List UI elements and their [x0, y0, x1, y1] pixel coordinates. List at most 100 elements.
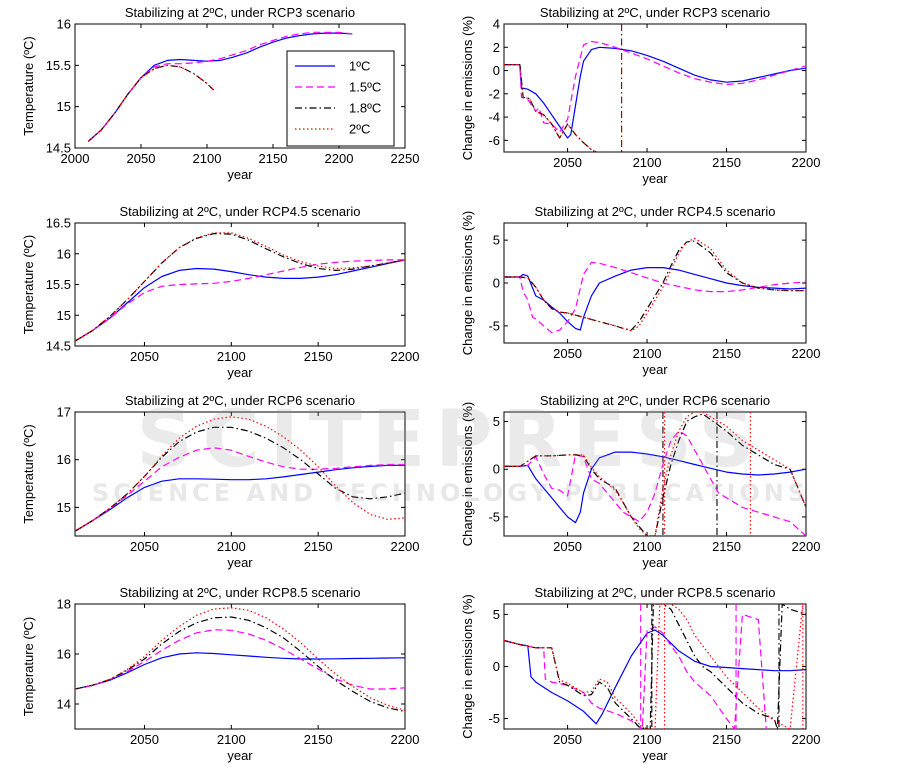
- x-tick-label: 2200: [792, 155, 821, 170]
- y-tick-label: 5: [493, 607, 500, 622]
- y-tick-label: -4: [488, 110, 500, 125]
- series-line-1c: [75, 464, 405, 532]
- series-line-1.5c: [504, 261, 806, 334]
- y-tick-label: 14: [57, 697, 71, 712]
- y-tick-label: 15: [57, 500, 71, 515]
- x-tick-label: 2100: [633, 155, 662, 170]
- y-tick-label: 0: [493, 63, 500, 78]
- y-axis-label: Change in emissions (%): [460, 16, 475, 161]
- x-tick-label: 2050: [553, 539, 582, 554]
- x-tick-label: 2200: [391, 539, 420, 554]
- x-tick-label: 2100: [633, 732, 662, 747]
- chart-title: Stabilizing at 2ºC, under RCP6 scenario: [540, 393, 770, 408]
- x-axis-label: year: [642, 748, 668, 763]
- y-axis-label: Change in emissions (%): [460, 594, 475, 739]
- series-group: [504, 24, 806, 152]
- series-line-1.5c: [504, 613, 767, 729]
- legend-entry-label: 1ºC: [349, 59, 370, 74]
- y-tick-label: -5: [488, 711, 500, 726]
- legend-entry-label: 1.5ºC: [349, 80, 381, 95]
- series-line-1.5c: [75, 259, 405, 342]
- series-line-1c: [75, 652, 405, 690]
- series-line-2c: [504, 237, 806, 332]
- x-axis-label: year: [642, 171, 668, 186]
- y-axis-label: Temperature (ºC): [21, 617, 36, 716]
- y-axis-label: Temperature (ºC): [21, 235, 36, 334]
- chart-title: Stabilizing at 2ºC, under RCP3 scenario: [125, 5, 355, 20]
- y-tick-label: 5: [493, 414, 500, 429]
- plot-area: [503, 23, 807, 153]
- x-tick-label: 2100: [633, 346, 662, 361]
- x-tick-label: 2200: [391, 732, 420, 747]
- y-tick-label: 15.5: [46, 277, 71, 292]
- x-tick-label: 2150: [712, 539, 741, 554]
- plot-area: [503, 411, 807, 537]
- x-axis-label: year: [642, 362, 668, 377]
- x-axis-label: year: [642, 555, 668, 570]
- x-tick-label: 2150: [304, 349, 333, 364]
- x-tick-label: 2050: [130, 732, 159, 747]
- series-line-1c: [75, 259, 405, 342]
- x-tick-label: 2150: [712, 732, 741, 747]
- y-tick-label: 15: [57, 99, 71, 114]
- y-tick-label: 2: [493, 40, 500, 55]
- x-tick-label: 2200: [792, 732, 821, 747]
- y-tick-label: -6: [488, 133, 500, 148]
- series-line-1.8c: [504, 604, 806, 729]
- series-line-1.8c: [75, 616, 405, 713]
- series-group: [87, 31, 353, 142]
- y-tick-label: 16.5: [46, 216, 71, 231]
- series-line-1c: [504, 267, 806, 331]
- legend-entry-label: 1.8ºC: [349, 101, 381, 116]
- x-axis-label: year: [227, 167, 253, 182]
- y-tick-label: 18: [57, 597, 71, 612]
- chart-title: Stabilizing at 2ºC, under RCP8.5 scenari…: [119, 585, 360, 600]
- plot-area: [503, 603, 807, 730]
- series-line-2c: [75, 416, 405, 532]
- y-tick-label: 16: [57, 452, 71, 467]
- y-tick-label: 15.5: [46, 58, 71, 73]
- x-tick-label: 2100: [217, 732, 246, 747]
- y-tick-label: 14.5: [46, 339, 71, 354]
- x-tick-label: 2000: [61, 151, 90, 166]
- series-line-2c: [504, 604, 806, 729]
- plot-area: [74, 603, 406, 730]
- y-tick-label: 5: [493, 233, 500, 248]
- x-axis-label: year: [227, 365, 253, 380]
- x-tick-label: 2150: [304, 732, 333, 747]
- x-tick-label: 2100: [193, 151, 222, 166]
- x-tick-label: 2250: [391, 151, 420, 166]
- y-tick-label: 16: [57, 647, 71, 662]
- x-tick-label: 2050: [127, 151, 156, 166]
- y-tick-label: -5: [488, 318, 500, 333]
- chart-title: Stabilizing at 2ºC, under RCP8.5 scenari…: [534, 585, 775, 600]
- x-tick-label: 2050: [553, 346, 582, 361]
- x-tick-label: 2100: [217, 539, 246, 554]
- series-line-1.8c: [87, 64, 215, 142]
- x-tick-label: 2150: [712, 346, 741, 361]
- y-tick-label: 17: [57, 405, 71, 420]
- x-tick-label: 2050: [553, 732, 582, 747]
- x-tick-label: 2050: [553, 155, 582, 170]
- x-tick-label: 2200: [792, 346, 821, 361]
- chart-temp-rcp85: 2050 2100 2150 2200 14 16 18 Stabilizing at 2ºC…: [21, 585, 419, 763]
- y-tick-label: 4: [493, 17, 500, 32]
- x-tick-label: 2100: [633, 539, 662, 554]
- series-line-1.8c: [504, 240, 806, 331]
- y-tick-label: 0: [493, 659, 500, 674]
- y-tick-label: 0: [493, 462, 500, 477]
- series-line-1.5c: [504, 40, 806, 133]
- y-tick-label: 16: [57, 246, 71, 261]
- y-axis-label: Temperature (ºC): [21, 424, 36, 523]
- series-line-1c: [504, 629, 806, 725]
- x-tick-label: 2150: [259, 151, 288, 166]
- series-line-1c: [504, 451, 806, 524]
- legend: 1ºC 1.5ºC 1.8ºC 2ºC: [286, 50, 395, 147]
- chart-emis-rcp6: 2050 2100 2150 2200 -5 0 5 Stabilizing at 2ºC, …: [460, 393, 820, 570]
- y-axis-label: Change in emissions (%): [460, 211, 475, 356]
- x-tick-label: 2050: [130, 539, 159, 554]
- x-tick-label: 2200: [792, 539, 821, 554]
- chart-title: Stabilizing at 2ºC, under RCP6 scenario: [125, 393, 355, 408]
- x-tick-label: 2200: [391, 349, 420, 364]
- plot-area: [74, 411, 406, 537]
